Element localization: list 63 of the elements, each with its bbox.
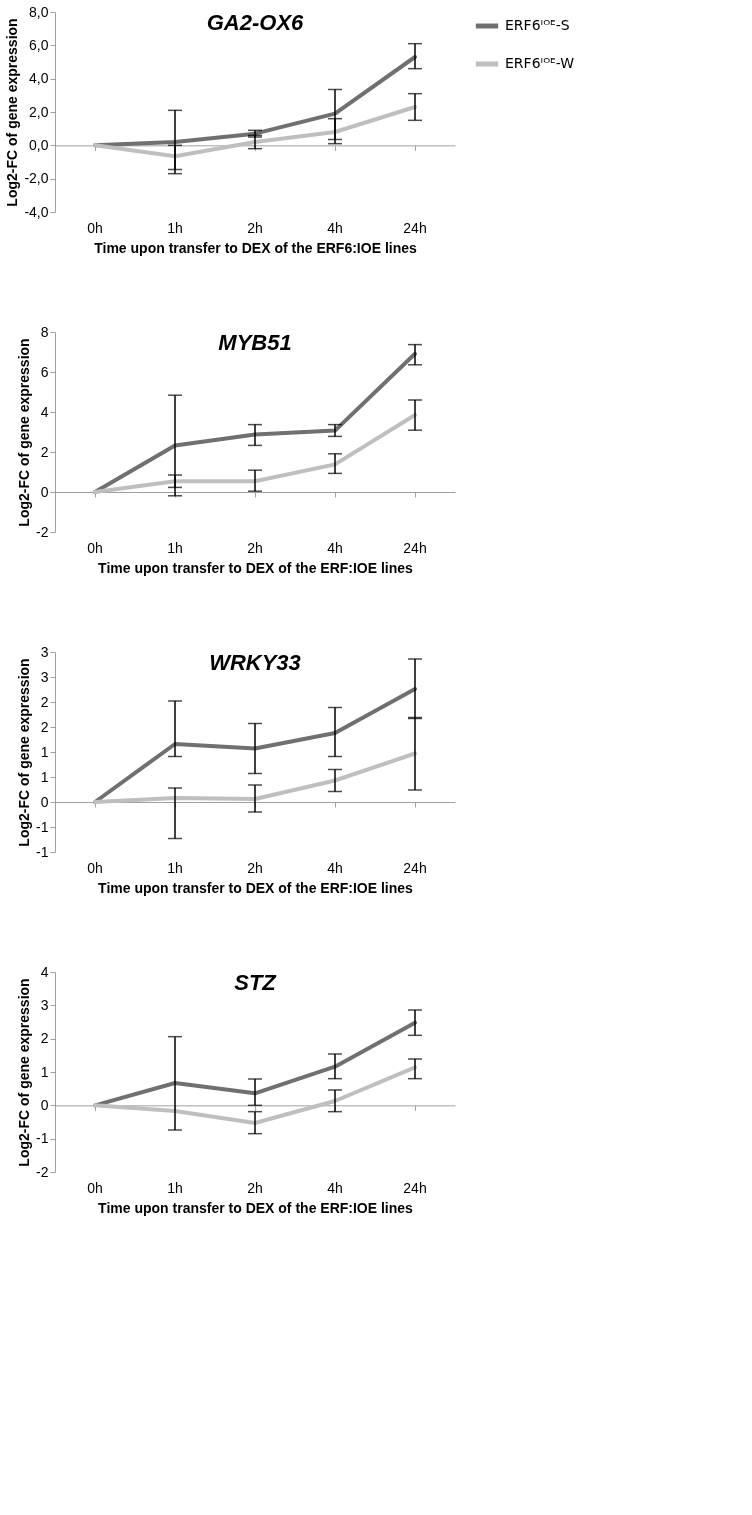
x-tick-label: 2h: [247, 539, 263, 556]
x-tick-label: 0h: [87, 859, 103, 876]
x-tick-label: 24h: [403, 539, 427, 556]
x-tick-label: 24h: [403, 1179, 427, 1196]
y-tick-label: 8,0: [29, 3, 49, 20]
y-tick-label: 0,0: [29, 136, 49, 153]
y-tick-label: 1: [40, 1063, 49, 1080]
x-tick-label: 1h: [167, 1179, 183, 1196]
y-axis-title: Log2-FC of gene expression: [16, 658, 33, 847]
chart-title: STZ: [234, 970, 278, 995]
y-tick-label: -1: [36, 818, 49, 835]
x-tick-label: 0h: [87, 539, 103, 556]
x-tick-label: 0h: [87, 219, 103, 236]
y-tick-label: 0: [40, 1096, 49, 1113]
x-axis-title: Time upon transfer to DEX of the ERF:IOE lines: [98, 1199, 414, 1216]
x-tick-label: 1h: [167, 539, 183, 556]
x-tick-label: 4h: [327, 219, 343, 236]
y-tick-label: 2: [40, 1030, 49, 1047]
y-tick-label: 4: [40, 403, 49, 420]
x-tick-label: 2h: [247, 219, 263, 236]
y-tick-label: 0: [40, 793, 49, 810]
y-axis-title: Log2-FC of gene expression: [16, 978, 33, 1167]
y-tick-label: 4: [40, 963, 49, 980]
y-tick-label: 6,0: [29, 36, 49, 53]
x-axis-title: Time upon transfer to DEX of the ERF6:IOE lines: [94, 239, 417, 256]
y-tick-label: 6: [40, 363, 49, 380]
y-tick-label: -2: [36, 1163, 49, 1180]
x-axis-title: Time upon transfer to DEX of the ERF:IOE lines: [98, 559, 414, 576]
y-tick-label: 3: [40, 996, 49, 1013]
chart-title: GA2-OX6: [206, 10, 305, 35]
x-tick-label: 2h: [247, 859, 263, 876]
legend-label: ERF6ᴵᴼᴱ-S: [505, 17, 570, 33]
y-tick-label: 2: [40, 718, 49, 735]
y-tick-label: 2: [40, 443, 49, 460]
legend-label: ERF6ᴵᴼᴱ-W: [505, 55, 575, 71]
y-tick-label: -1: [36, 843, 49, 860]
y-tick-label: 2: [40, 693, 49, 710]
y-tick-label: 1: [40, 768, 49, 785]
y-tick-label: -2: [36, 523, 49, 540]
y-tick-label: 4,0: [29, 70, 49, 87]
x-tick-label: 24h: [403, 219, 427, 236]
chart-title: WRKY33: [209, 650, 301, 675]
y-tick-label: 2,0: [29, 103, 49, 120]
x-axis-title: Time upon transfer to DEX of the ERF:IOE lines: [98, 879, 414, 896]
y-axis-title: Log2-FC of gene expression: [16, 338, 33, 527]
y-tick-label: 0: [40, 483, 49, 500]
x-tick-label: 0h: [87, 1179, 103, 1196]
chart-title: MYB51: [218, 330, 292, 355]
x-tick-label: 2h: [247, 1179, 263, 1196]
x-tick-label: 24h: [403, 859, 427, 876]
y-tick-label: 8: [40, 323, 49, 340]
x-tick-label: 1h: [167, 219, 183, 236]
y-tick-label: 1: [40, 743, 49, 760]
x-tick-label: 4h: [327, 1179, 343, 1196]
y-tick-label: 3: [40, 643, 49, 660]
y-tick-label: -2,0: [24, 170, 49, 187]
y-axis-title: Log2-FC of gene expression: [4, 18, 21, 207]
y-tick-label: -1: [36, 1130, 49, 1147]
y-tick-label: 3: [40, 668, 49, 685]
x-tick-label: 1h: [167, 859, 183, 876]
x-tick-label: 4h: [327, 539, 343, 556]
y-tick-label: -4,0: [24, 203, 49, 220]
x-tick-label: 4h: [327, 859, 343, 876]
